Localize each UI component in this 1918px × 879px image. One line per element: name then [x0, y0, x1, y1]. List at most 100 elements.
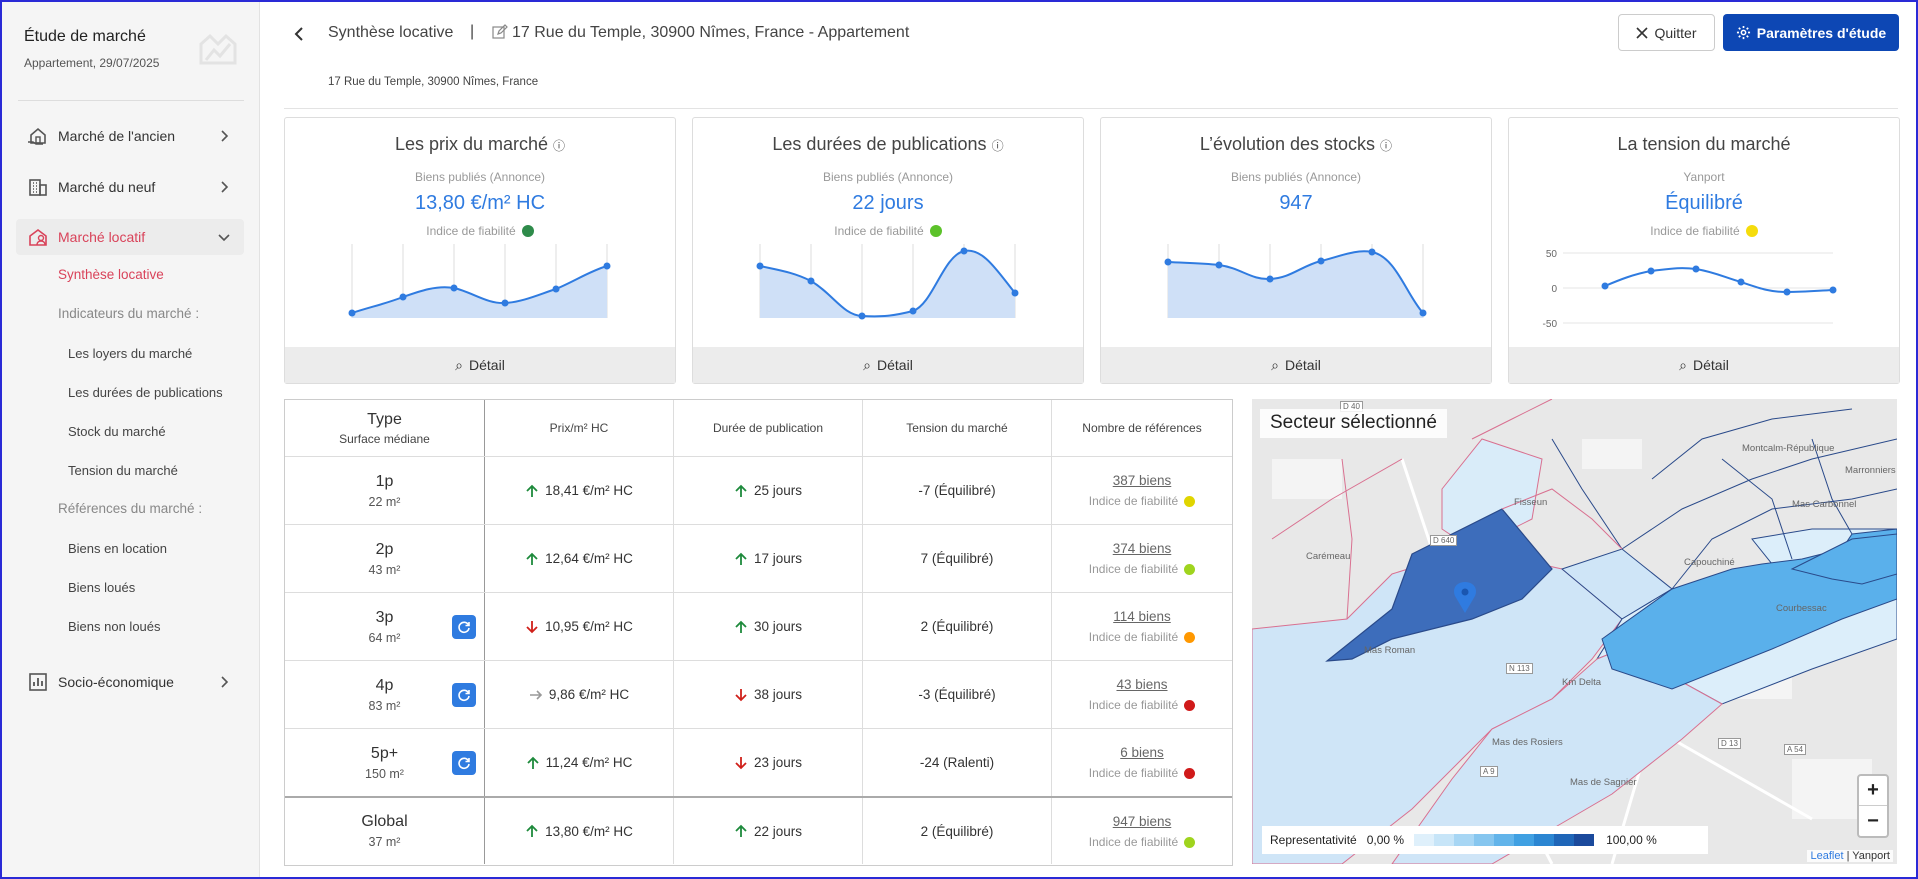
reliability-dot: [1184, 564, 1196, 575]
reliability-label: Indice de fiabilité: [1650, 224, 1740, 238]
references-link[interactable]: 387 biens: [1112, 473, 1172, 488]
zoom-control: + −: [1857, 774, 1889, 838]
subnav-loyers[interactable]: Les loyers du marché: [68, 346, 193, 361]
info-icon[interactable]: ⓘ: [991, 139, 1004, 153]
references-link[interactable]: 43 biens: [1116, 677, 1168, 692]
type-label: Global: [361, 813, 408, 830]
zoom-in-button[interactable]: +: [1859, 776, 1887, 806]
refresh-button[interactable]: [452, 750, 476, 775]
bar-chart-icon: [26, 671, 50, 693]
arrow-up-icon: [526, 824, 538, 837]
cell-refs: 387 biens Indice de fiabilité: [1052, 457, 1232, 524]
yanport-attribution: Yanport: [1852, 850, 1890, 862]
quit-button[interactable]: Quitter: [1618, 14, 1715, 51]
prix-value: 12,64 €/m² HC: [545, 551, 633, 566]
subnav-stock[interactable]: Stock du marché: [68, 424, 166, 439]
references-link[interactable]: 114 biens: [1113, 609, 1171, 624]
road-label: D 640: [1430, 535, 1458, 546]
surface-label: 37 m²: [368, 835, 401, 849]
sidebar-item-socio-economique[interactable]: Socio-économique: [16, 664, 244, 700]
road-label: A 9: [1480, 766, 1498, 777]
gear-icon: [1736, 25, 1750, 40]
duration-trend-chart: [756, 244, 1019, 320]
reliability-label: Indice de fiabilité: [1088, 698, 1179, 712]
card-title-text: L’évolution des stocks: [1199, 134, 1376, 154]
refresh-icon: [458, 688, 470, 701]
subnav-synthese-locative[interactable]: Synthèse locative: [58, 267, 164, 282]
map-label: Fisseun: [1514, 497, 1548, 508]
reliability-dot: [1184, 836, 1196, 848]
study-settings-button[interactable]: Paramètres d'étude: [1723, 14, 1899, 51]
refresh-button[interactable]: [452, 682, 476, 707]
cell-prix: 18,41 €/m² HC: [485, 457, 674, 524]
logo-icon: [199, 33, 237, 65]
header-divider: [284, 108, 1898, 109]
map-label: Mas Roman: [1364, 645, 1416, 656]
legend-max: 100,00 %: [1606, 833, 1657, 847]
leaflet-link[interactable]: Leaflet: [1810, 850, 1844, 862]
references-link[interactable]: 6 biens: [1120, 745, 1164, 760]
sidebar-item-marche-locatif[interactable]: Marché locatif: [16, 219, 244, 255]
subnav-tension[interactable]: Tension du marché: [68, 463, 178, 478]
info-icon[interactable]: ⓘ: [1380, 139, 1393, 153]
cell-duree: 23 jours: [674, 729, 863, 796]
reliability-dot: [929, 225, 942, 237]
road-label: D 13: [1718, 738, 1741, 749]
header-type-label: Type: [367, 410, 402, 428]
sidebar-item-marche-neuf[interactable]: Marché du neuf: [16, 169, 244, 205]
reliability-dot: [1184, 768, 1196, 779]
sidebar-subtitle: Appartement, 29/07/2025: [24, 56, 160, 70]
reliability-label: Indice de fiabilité: [1088, 562, 1179, 576]
duree-value: 30 jours: [753, 619, 803, 634]
title-separator: |: [470, 23, 475, 40]
zoom-out-button[interactable]: −: [1867, 809, 1879, 832]
reliability-indicator: Indice de fiabilité: [1089, 766, 1196, 780]
edit-icon[interactable]: [492, 24, 508, 40]
cell-duree: 17 jours: [674, 525, 863, 592]
subnav-biens-location[interactable]: Biens en location: [68, 541, 168, 556]
table-row: Global 37 m² 13,80 €/m² HC 22 jours 2 (Équil…: [285, 796, 1232, 864]
detail-button[interactable]: ⌕ Détail: [1509, 347, 1899, 383]
sidebar-item-marche-ancien[interactable]: Marché de l'ancien: [16, 118, 244, 154]
cell-tension: 7 (Équilibré): [863, 525, 1052, 592]
arrow-down-icon: [526, 620, 538, 633]
building-icon: [26, 176, 50, 198]
references-link[interactable]: 374 biens: [1112, 541, 1172, 556]
cell-tension: -7 (Équilibré): [863, 457, 1052, 524]
info-icon[interactable]: ⓘ: [553, 139, 566, 153]
subnav-biens-non-loues[interactable]: Biens non loués: [68, 619, 161, 634]
card-title: La tension du marché: [1617, 134, 1791, 154]
cell-type: 2p 43 m²: [285, 525, 485, 592]
table-row: 4p 83 m² 9,86 €/m² HC 38 jours -3 (Équilibré…: [285, 661, 1232, 729]
subnav-durees[interactable]: Les durées de publications: [68, 385, 223, 400]
tension-value: -7 (Équilibré): [918, 483, 996, 498]
references-link[interactable]: 947 biens: [1112, 813, 1172, 829]
synthesis-table: Type Surface médiane Prix/m² HC Durée de …: [284, 399, 1233, 866]
duree-value: 17 jours: [753, 551, 803, 566]
detail-button[interactable]: ⌕ Détail: [1101, 347, 1491, 383]
card-tension-marche: La tension du marché Yanport Équilibré I…: [1508, 117, 1900, 384]
map-canvas[interactable]: [1252, 399, 1897, 864]
map-title: Secteur sélectionné: [1260, 409, 1447, 438]
subnav-biens-loues[interactable]: Biens loués: [68, 580, 136, 595]
detail-button[interactable]: ⌕ Détail: [285, 347, 675, 383]
tension-value: -24 (Ralenti): [919, 755, 995, 770]
map-label: Mas des Rosiers: [1492, 737, 1563, 748]
detail-label: Détail: [469, 357, 505, 373]
detail-button[interactable]: ⌕ Détail: [693, 347, 1083, 383]
card-title: Les prix du marché ⓘ: [285, 134, 675, 155]
cell-refs: 6 biens Indice de fiabilité: [1052, 729, 1232, 796]
refresh-button[interactable]: [452, 614, 476, 639]
surface-label: 150 m²: [365, 766, 404, 781]
arrow-up-icon: [526, 552, 538, 565]
back-arrow-icon[interactable]: [290, 24, 310, 44]
legend-gradient: [1414, 834, 1595, 846]
sector-map[interactable]: Carémeau Mas Roman Fisseun Capouchiné Mo…: [1252, 399, 1897, 864]
detail-search-icon: ⌕: [455, 356, 464, 373]
card-source: Yanport: [1683, 170, 1725, 184]
tension-value: 2 (Équilibré): [920, 823, 994, 839]
attribution-separator: |: [1846, 850, 1850, 862]
tension-trend-chart: 50 0 -50: [1543, 249, 1837, 330]
detail-search-icon: ⌕: [1271, 356, 1280, 373]
cell-prix: 11,24 €/m² HC: [485, 729, 674, 796]
